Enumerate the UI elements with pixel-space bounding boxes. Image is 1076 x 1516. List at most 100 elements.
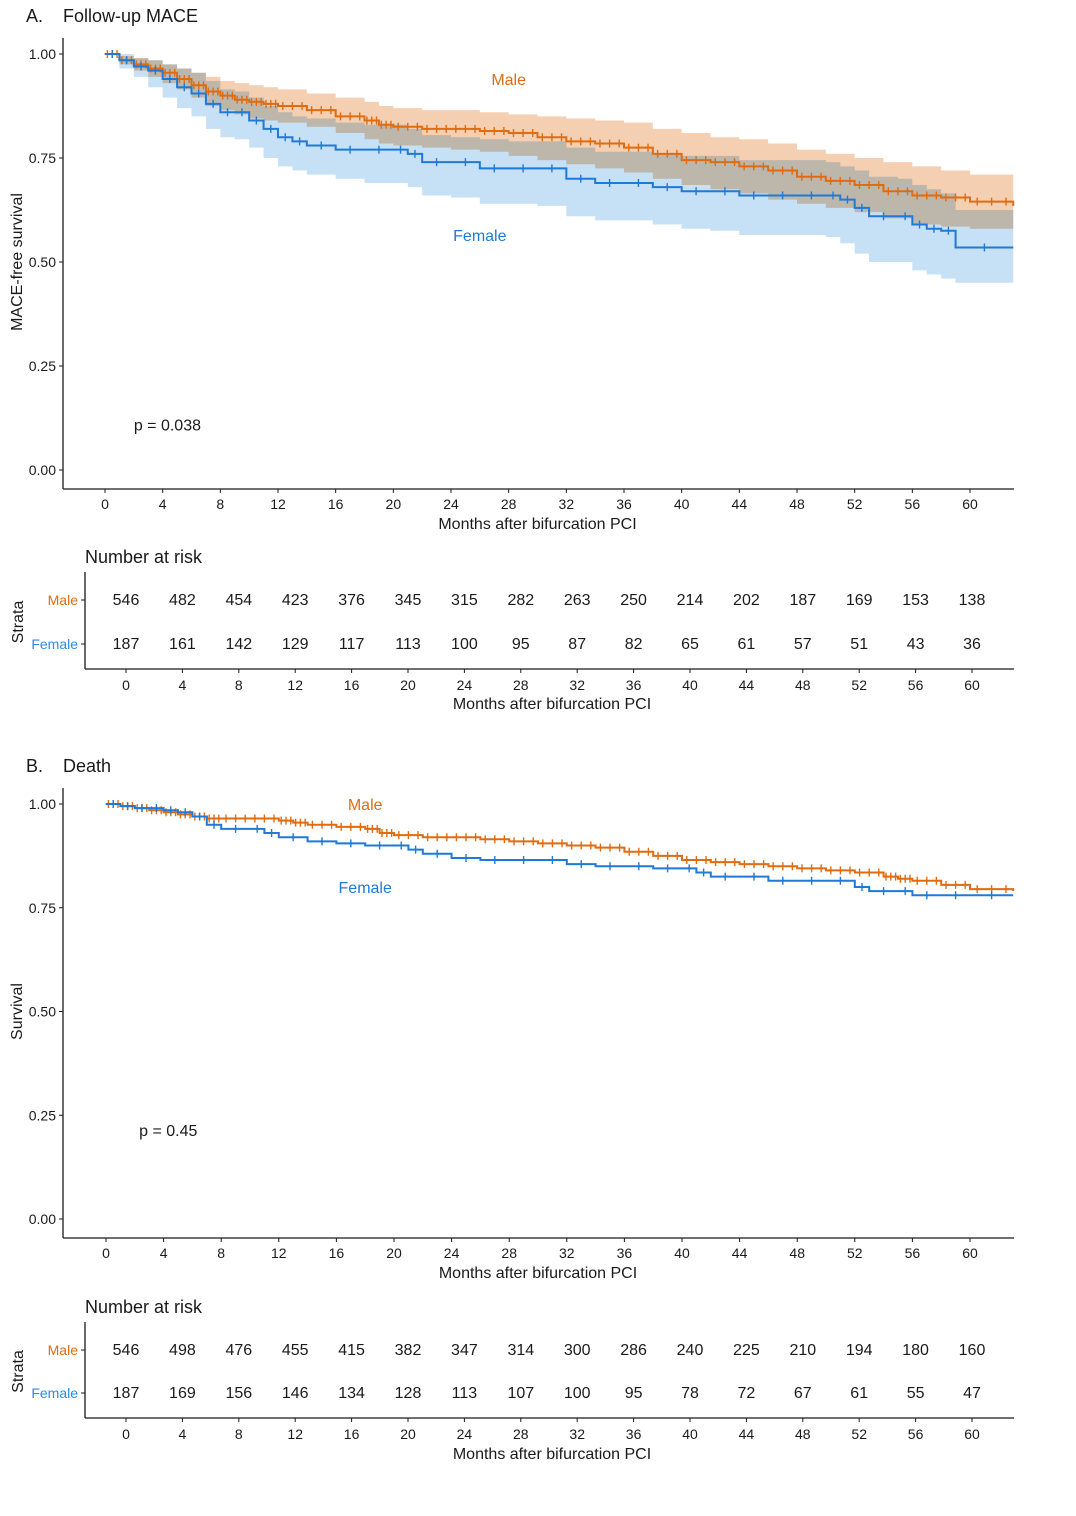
censor-mark (866, 181, 873, 190)
censor-mark (412, 845, 419, 854)
censor-mark (789, 862, 796, 871)
risk-table-x-tick-label: 4 (179, 1426, 187, 1442)
censor-mark (988, 197, 995, 206)
x-tick-label: 40 (674, 496, 690, 512)
censor-mark (703, 856, 709, 865)
series-female: Female (105, 50, 1014, 252)
censor-mark (242, 814, 249, 823)
p-value-label: p = 0.038 (134, 417, 201, 434)
censor-mark (182, 808, 189, 817)
censor-mark (124, 802, 131, 811)
y-tick-label: 0.50 (29, 1004, 56, 1020)
censor-mark (722, 858, 729, 867)
censor-mark (463, 853, 469, 862)
risk-count: 117 (339, 636, 365, 653)
censor-mark (223, 814, 229, 823)
x-tick-label: 4 (159, 496, 167, 512)
strata-name-female: Female (31, 636, 78, 652)
censor-mark (625, 143, 632, 152)
y-tick-label: 0.50 (29, 254, 56, 270)
censor-mark (914, 876, 921, 885)
strata-name-male: Male (48, 592, 79, 608)
censor-mark (153, 804, 160, 813)
censor-mark (299, 102, 306, 110)
risk-count: 57 (794, 636, 812, 653)
series-male: Male (105, 797, 1015, 894)
censor-mark (387, 120, 394, 129)
x-tick-label: 48 (789, 496, 805, 512)
panel-a: A. Follow-up MACE Male Female 0.00 0.25 0.50 0.… (9, 6, 1015, 713)
censor-mark (376, 841, 383, 850)
y-axis-title: Survival (9, 983, 26, 1040)
censor-mark (433, 158, 440, 167)
censor-mark (635, 143, 642, 152)
censor-mark (452, 124, 459, 133)
censor-mark (974, 885, 981, 894)
series-label-male: Male (491, 72, 526, 89)
censor-mark (655, 851, 661, 860)
censor-mark (844, 195, 851, 204)
risk-count: 423 (282, 592, 309, 609)
risk-table-x-tick-label: 48 (795, 677, 811, 693)
censor-mark (577, 137, 584, 146)
censor-mark (232, 814, 239, 823)
censor-mark (751, 860, 757, 869)
risk-count: 482 (169, 592, 196, 609)
x-tick-label: 16 (329, 1245, 345, 1261)
censor-mark (243, 95, 250, 104)
censor-mark (930, 224, 937, 233)
risk-count: 36 (963, 636, 981, 653)
censor-mark (722, 872, 729, 881)
censor-mark (347, 145, 354, 154)
censor-mark (664, 149, 671, 158)
censor-mark (548, 133, 555, 142)
censor-mark (139, 804, 145, 813)
x-tick-label: 32 (559, 1245, 575, 1261)
x-tick-label: 12 (271, 1245, 287, 1261)
censor-mark (268, 829, 275, 838)
censor-mark (520, 129, 527, 138)
censor-mark (578, 860, 585, 869)
censor-mark (856, 181, 863, 190)
censor-mark (443, 833, 450, 842)
risk-table-x-tick-label: 12 (287, 677, 303, 693)
censor-mark (328, 820, 335, 829)
risk-table-x-tick-label: 16 (344, 677, 360, 693)
censor-mark (568, 841, 575, 850)
censor-mark (261, 814, 268, 823)
censor-mark (405, 831, 412, 840)
risk-table-x-tick-label: 16 (344, 1426, 360, 1442)
censor-mark (309, 820, 316, 829)
risk-table-x-tick-label: 40 (682, 677, 698, 693)
censor-mark (347, 112, 354, 121)
risk-count: 225 (733, 1342, 760, 1359)
risk-table-x-tick-label: 52 (851, 1426, 867, 1442)
censor-mark (267, 124, 274, 133)
x-tick-label: 52 (847, 496, 863, 512)
censor-mark (520, 164, 527, 173)
risk-table-x-tick-label: 56 (908, 677, 924, 693)
survival-curve-female (106, 803, 1014, 897)
censor-mark (798, 172, 805, 181)
censor-mark (481, 126, 488, 135)
censor-mark (974, 197, 981, 206)
risk-count: 153 (902, 592, 929, 609)
censor-mark (683, 156, 690, 165)
censor-mark (290, 833, 297, 842)
censor-mark (808, 864, 815, 873)
risk-count: 382 (395, 1342, 422, 1359)
censor-mark (962, 193, 969, 202)
censor-mark (760, 860, 767, 869)
risk-table-x-tick-label: 32 (569, 1426, 585, 1442)
censor-mark (196, 812, 203, 821)
censor-mark (830, 191, 837, 200)
censor-mark (731, 158, 738, 167)
censor-mark (750, 162, 757, 171)
risk-count: 138 (959, 592, 986, 609)
censor-mark (424, 833, 431, 842)
risk-table-x-axis-title: Months after bifurcation PCI (453, 696, 651, 713)
censor-mark (859, 883, 865, 891)
risk-count: 187 (113, 636, 140, 653)
censor-mark (472, 833, 479, 842)
